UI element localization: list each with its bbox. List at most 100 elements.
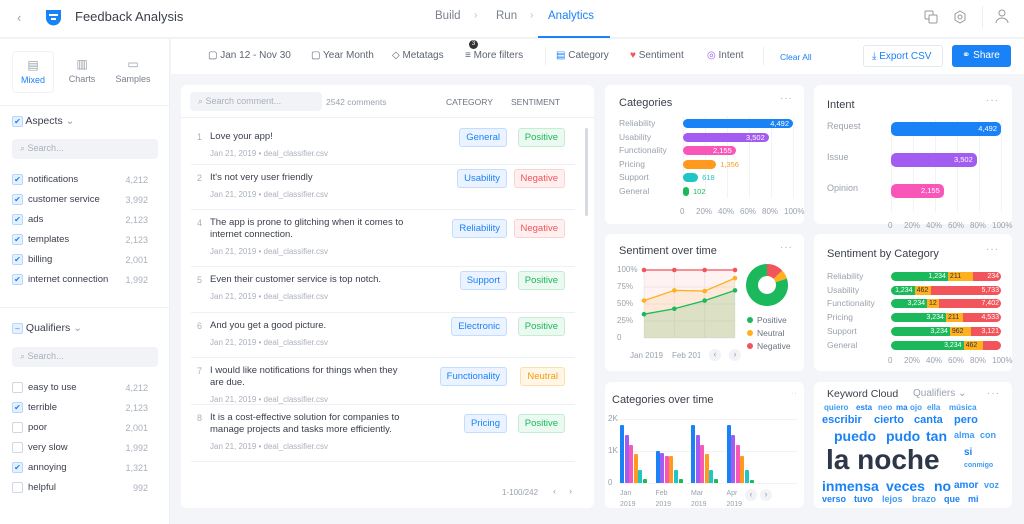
- more-options-icon[interactable]: ··: [791, 390, 798, 397]
- keyword[interactable]: cierto: [874, 414, 904, 426]
- keyword[interactable]: que: [944, 494, 961, 504]
- keyword[interactable]: con: [980, 430, 997, 440]
- keyword[interactable]: si: [964, 447, 973, 458]
- filter-item[interactable]: easy to use 4,212: [12, 382, 148, 393]
- prev-page-button[interactable]: ‹: [553, 486, 556, 496]
- keyword[interactable]: esta: [856, 403, 873, 412]
- checkbox[interactable]: ✔: [12, 234, 23, 245]
- keyword[interactable]: amor: [954, 480, 979, 491]
- prev-button[interactable]: ‹: [709, 349, 721, 361]
- more-options-icon[interactable]: ···: [780, 93, 793, 104]
- keyword[interactable]: conmigo: [964, 462, 994, 469]
- more-options-icon[interactable]: ···: [780, 242, 793, 253]
- category-tag[interactable]: Electronic: [451, 317, 507, 336]
- nav-run[interactable]: Run: [496, 10, 518, 22]
- comment-row[interactable]: 1 Love your app! Jan 21, 2019 • deal_class…: [191, 124, 575, 165]
- sentiment-tag[interactable]: Positive: [517, 414, 565, 433]
- keyword[interactable]: veces: [886, 478, 925, 494]
- keyword[interactable]: la noche: [826, 444, 940, 475]
- keyword[interactable]: pudo: [886, 428, 921, 444]
- aspects-checkbox[interactable]: ✔: [12, 115, 23, 127]
- keyword[interactable]: tan: [926, 428, 947, 444]
- qualifiers-header[interactable]: – Qualifiers ⌄: [12, 322, 82, 334]
- keyword[interactable]: inmensa: [822, 478, 879, 494]
- share-button[interactable]: ⚭ Share: [952, 45, 1011, 67]
- filter-item[interactable]: ✔ notifications 4,212: [12, 174, 148, 185]
- filter-item[interactable]: ✔ templates 2,123: [12, 234, 148, 245]
- nav-analytics[interactable]: Analytics: [548, 10, 595, 22]
- sentiment-tag[interactable]: Negative: [513, 169, 565, 188]
- keyword[interactable]: quiero: [824, 403, 849, 412]
- filter-item[interactable]: ✔ internet connection 1,992: [12, 274, 148, 285]
- keyword[interactable]: neo: [878, 403, 893, 412]
- aspects-search-input[interactable]: ⌕ Search...: [12, 139, 158, 159]
- keyword[interactable]: tuvo: [854, 494, 873, 504]
- category-tag[interactable]: Reliability: [452, 219, 507, 238]
- checkbox[interactable]: [12, 382, 23, 393]
- keyword[interactable]: música: [949, 403, 977, 412]
- keyword[interactable]: ojo: [910, 403, 922, 412]
- checkbox[interactable]: [12, 442, 23, 453]
- keyword[interactable]: ella: [927, 403, 941, 412]
- comment-search-input[interactable]: ⌕ Search comment...: [190, 92, 322, 111]
- nav-build[interactable]: Build: [435, 10, 461, 22]
- category-tag[interactable]: Pricing: [463, 414, 507, 433]
- comment-row[interactable]: 8 It is a cost-effective solution for com…: [191, 405, 575, 462]
- filter-item[interactable]: poor 2,001: [12, 422, 148, 433]
- comment-row[interactable]: 5 Even their customer service is top notc…: [191, 267, 575, 313]
- checkbox[interactable]: [12, 422, 23, 433]
- date-range-filter[interactable]: ▢ Jan 12 - Nov 30: [208, 50, 291, 61]
- checkbox[interactable]: ✔: [12, 402, 23, 413]
- filter-item[interactable]: very slow 1,992: [12, 442, 148, 453]
- checkbox[interactable]: ✔: [12, 274, 23, 285]
- comment-row[interactable]: 2 It's not very user friendly Jan 21, 2019…: [191, 165, 575, 210]
- sentiment-tag[interactable]: Positive: [517, 271, 565, 290]
- copy-icon[interactable]: [924, 10, 938, 24]
- keyword[interactable]: verso: [822, 494, 847, 504]
- keyword[interactable]: puedo: [834, 428, 876, 444]
- sentiment-tag[interactable]: Positive: [517, 128, 565, 147]
- clear-all-link[interactable]: Clear All: [780, 52, 812, 62]
- export-csv-button[interactable]: ⤓ Export CSV: [863, 45, 943, 67]
- keyword[interactable]: ma: [896, 403, 908, 412]
- filter-item[interactable]: ✔ terrible 2,123: [12, 402, 148, 413]
- qualifiers-dropdown[interactable]: Qualifiers ⌄: [913, 388, 967, 399]
- keyword[interactable]: no: [934, 478, 952, 494]
- keyword[interactable]: lejos: [882, 494, 903, 504]
- qualifiers-search-input[interactable]: ⌕ Search...: [12, 347, 158, 367]
- category-tag[interactable]: General: [459, 128, 507, 147]
- checkbox[interactable]: ✔: [12, 254, 23, 265]
- filter-item[interactable]: helpful 992: [12, 482, 148, 493]
- next-button[interactable]: ›: [760, 489, 772, 501]
- filter-item[interactable]: ✔ ads 2,123: [12, 214, 148, 225]
- tab-charts[interactable]: ▥ Charts: [62, 57, 102, 84]
- comment-row[interactable]: 6 And you get a good picture. Jan 21, 2019…: [191, 313, 575, 358]
- more-options-icon[interactable]: ···: [987, 388, 1000, 399]
- checkbox[interactable]: ✔: [12, 194, 23, 205]
- category-filter[interactable]: ▤ Category: [556, 50, 609, 61]
- sentiment-filter[interactable]: ♥ Sentiment: [630, 50, 684, 61]
- filter-item[interactable]: ✔ annoying 1,321: [12, 462, 148, 473]
- sentiment-tag[interactable]: Negative: [513, 219, 565, 238]
- tab-samples[interactable]: ▭ Samples: [110, 57, 156, 84]
- settings-icon[interactable]: [953, 10, 967, 24]
- more-options-icon[interactable]: ···: [986, 244, 999, 255]
- keyword[interactable]: voz: [984, 480, 1000, 490]
- comment-row[interactable]: 4 The app is prone to glitching when it c…: [191, 210, 575, 267]
- next-button[interactable]: ›: [729, 349, 741, 361]
- more-options-icon[interactable]: ···: [986, 95, 999, 106]
- category-tag[interactable]: Usability: [457, 169, 507, 188]
- category-tag[interactable]: Support: [459, 271, 507, 290]
- keyword[interactable]: escribir: [822, 414, 862, 426]
- sentiment-tag[interactable]: Neutral: [520, 367, 565, 386]
- tab-mixed[interactable]: ▤ Mixed: [12, 51, 54, 93]
- keyword[interactable]: mi: [968, 494, 979, 504]
- aspects-header[interactable]: ✔ Aspects ⌄: [12, 115, 74, 127]
- scrollbar[interactable]: [585, 128, 588, 216]
- checkbox[interactable]: [12, 482, 23, 493]
- metatags-filter[interactable]: ◇ Metatags: [392, 50, 444, 61]
- keyword[interactable]: canta: [914, 414, 943, 426]
- qualifiers-checkbox[interactable]: –: [12, 322, 23, 334]
- granularity-filter[interactable]: ▢ Year Month: [311, 50, 374, 61]
- back-chevron-icon[interactable]: ‹: [17, 10, 22, 25]
